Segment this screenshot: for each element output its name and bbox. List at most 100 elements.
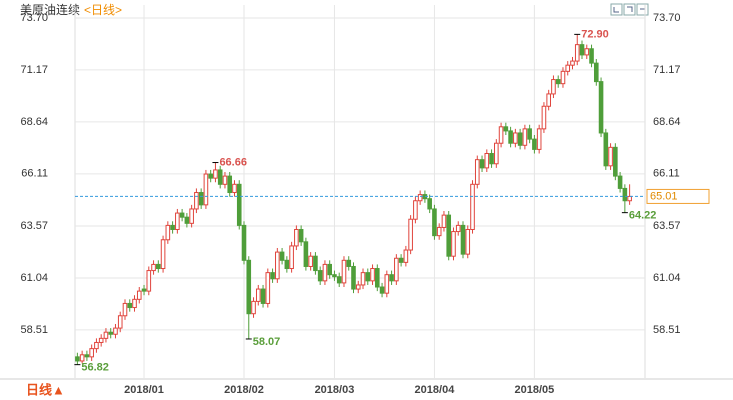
candle-body xyxy=(332,274,337,278)
candle-body xyxy=(589,48,594,64)
candle-body xyxy=(156,263,161,270)
candle-body xyxy=(479,159,485,169)
y-tick-label: 61.04 xyxy=(20,272,48,284)
candle-body xyxy=(232,183,237,194)
candle-body xyxy=(522,128,528,146)
candle-body xyxy=(432,208,437,237)
candle-body xyxy=(298,228,304,243)
candle-body xyxy=(394,257,399,282)
candle-body xyxy=(570,60,575,66)
candle-body xyxy=(222,175,228,185)
tool-button[interactable] xyxy=(623,3,636,16)
candle-body xyxy=(503,126,509,132)
y-tick-label: 66.11 xyxy=(21,168,48,180)
candle-body xyxy=(565,64,571,72)
candle-body xyxy=(94,341,99,350)
x-tick-label: 2018/02 xyxy=(224,384,264,396)
candle-body xyxy=(336,276,342,284)
candle-body xyxy=(84,354,90,358)
candle-body xyxy=(508,130,513,144)
candle-body xyxy=(441,214,447,228)
candle-body xyxy=(260,288,266,304)
candle-body xyxy=(127,302,133,309)
candle-body xyxy=(536,128,542,150)
annotation-label: 64.22 xyxy=(629,210,657,222)
candle-body xyxy=(179,212,185,218)
candle-body xyxy=(270,272,275,280)
candle-body xyxy=(284,259,290,270)
x-tick-label: 2018/01 xyxy=(124,384,164,396)
candle-body xyxy=(117,315,123,329)
candle-body xyxy=(175,212,180,230)
y-tick-label-right: 61.04 xyxy=(653,272,681,284)
candle-body xyxy=(151,263,156,272)
candle-body xyxy=(436,226,442,237)
last-price-label: 65.01 xyxy=(650,190,678,202)
candle-body xyxy=(541,105,547,130)
candle-body xyxy=(160,239,166,270)
toolbar xyxy=(610,3,649,16)
candle-body xyxy=(327,263,332,276)
y-tick-label-right: 66.11 xyxy=(653,168,680,180)
candle-body xyxy=(360,272,366,286)
candle-body xyxy=(136,290,142,300)
candle-body xyxy=(379,286,385,294)
candle-body xyxy=(365,272,371,282)
candle-body xyxy=(465,228,471,255)
candle-body xyxy=(103,331,109,339)
candle-body xyxy=(355,284,361,290)
candle-body xyxy=(560,70,566,85)
candle-body xyxy=(446,214,452,257)
candle-body xyxy=(613,146,618,177)
candle-body xyxy=(370,268,375,282)
annotation-label: 72.90 xyxy=(581,28,609,40)
candle-body xyxy=(579,44,585,56)
candle-body xyxy=(617,175,623,189)
candle-body xyxy=(527,128,532,140)
y-tick-label: 73.70 xyxy=(20,12,48,24)
candle-body xyxy=(498,126,504,144)
x-tick-label: 2018/03 xyxy=(315,384,355,396)
y-tick-label-right: 58.51 xyxy=(653,324,681,336)
candle-body xyxy=(294,228,299,247)
candle-body xyxy=(322,263,328,282)
candle-body xyxy=(313,255,318,272)
x-tick-label: 2018/04 xyxy=(415,384,456,396)
candle-body xyxy=(398,257,404,263)
candle-body xyxy=(165,224,171,241)
candle-body xyxy=(598,81,604,134)
candle-body xyxy=(194,192,199,210)
candle-body xyxy=(98,337,104,343)
candle-body xyxy=(608,146,613,167)
candle-body xyxy=(474,159,480,185)
candle-body xyxy=(451,231,456,257)
candle-body xyxy=(517,132,523,146)
candle-body xyxy=(403,249,409,263)
period-button[interactable]: 日线▲ xyxy=(26,382,65,397)
candle-body xyxy=(227,175,233,194)
y-tick-label: 68.64 xyxy=(20,116,48,128)
candle-body xyxy=(455,224,461,233)
candle-body xyxy=(494,142,499,165)
candle-body xyxy=(275,251,280,280)
candle-body xyxy=(189,208,194,224)
candle-body xyxy=(389,274,394,282)
candle-body xyxy=(236,183,242,226)
period-tag[interactable]: <日线> xyxy=(84,3,122,17)
candle-body xyxy=(546,93,551,107)
candle-body xyxy=(375,268,380,288)
tool-button[interactable] xyxy=(610,3,623,16)
candle-body xyxy=(289,245,294,270)
candle-body xyxy=(246,259,252,315)
y-tick-label-right: 73.70 xyxy=(653,12,681,24)
candle-body xyxy=(255,288,261,302)
candle-body xyxy=(208,173,213,179)
candle-body xyxy=(413,200,418,220)
candle-body xyxy=(584,48,590,56)
candle-body xyxy=(303,241,309,267)
chart-title: 美原油连续 xyxy=(20,2,80,17)
candle-body xyxy=(384,274,390,294)
candle-body xyxy=(146,270,152,292)
